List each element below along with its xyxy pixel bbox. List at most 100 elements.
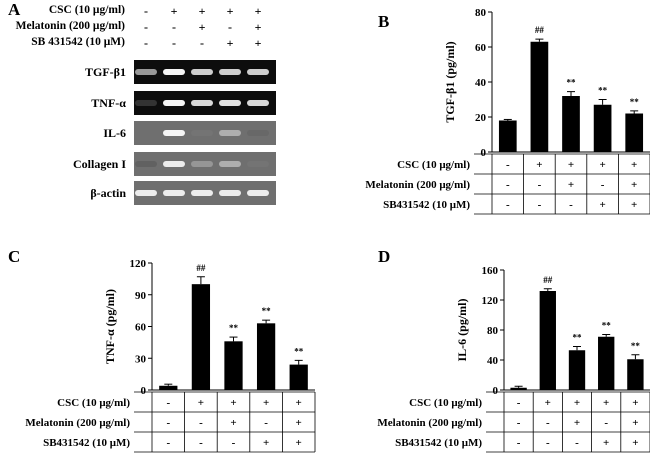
significance-label: ** xyxy=(630,97,640,107)
condition-sign: - xyxy=(538,179,542,191)
gel-row-label: TGF-β1 xyxy=(85,65,126,79)
condition-label: CSC (10 μg/ml) xyxy=(397,159,470,171)
gel-band xyxy=(191,130,213,136)
gel-condition-label: Melatonin (200 μg/ml) xyxy=(15,20,125,32)
y-axis-label: TGF-β1 (pg/ml) xyxy=(443,41,457,122)
condition-label: Melatonin (200 μg/ml) xyxy=(365,179,470,191)
gel-row-label: β-actin xyxy=(90,186,126,200)
condition-sign: - xyxy=(166,417,170,429)
gel-band xyxy=(247,69,269,75)
condition-sign: - xyxy=(538,199,542,211)
condition-sign: - xyxy=(506,199,510,211)
gel-band xyxy=(135,190,157,196)
significance-label: ** xyxy=(262,306,272,316)
gel-condition-sign: - xyxy=(228,20,232,34)
panel-letter-b: B xyxy=(378,12,389,31)
bar xyxy=(598,336,615,390)
condition-sign: + xyxy=(603,397,609,409)
gel-band xyxy=(163,100,185,106)
condition-sign: + xyxy=(263,397,269,409)
gel-condition-sign: + xyxy=(254,20,262,34)
gel-row-label: TNF-α xyxy=(91,96,126,110)
gel-band xyxy=(163,130,185,136)
condition-sign: + xyxy=(230,397,236,409)
bar xyxy=(562,96,580,152)
condition-sign: - xyxy=(604,417,608,429)
condition-sign: + xyxy=(574,417,580,429)
condition-sign: + xyxy=(599,199,605,211)
significance-label: ## xyxy=(543,275,553,285)
gel-condition-sign: - xyxy=(200,36,204,50)
condition-sign: + xyxy=(263,437,269,449)
significance-label: ** xyxy=(573,333,583,343)
gel-strip xyxy=(134,60,276,84)
gel-condition-label: CSC (10 μg/ml) xyxy=(48,4,125,16)
condition-sign: + xyxy=(632,397,638,409)
gel-condition-sign: - xyxy=(144,20,148,34)
gel-row-label: Collagen I xyxy=(72,157,126,171)
gel-condition-sign: + xyxy=(198,4,206,18)
gel-condition-sign: - xyxy=(172,36,176,50)
condition-sign: - xyxy=(166,397,170,409)
bar xyxy=(568,350,586,390)
y-tick-label: 40 xyxy=(475,77,487,89)
gel-row-label: IL-6 xyxy=(103,126,126,140)
condition-sign: - xyxy=(232,437,236,449)
condition-sign: - xyxy=(166,437,170,449)
gel-band xyxy=(163,69,185,75)
condition-sign: + xyxy=(631,199,637,211)
y-tick-label: 120 xyxy=(130,258,147,270)
condition-sign: + xyxy=(568,159,574,171)
gel-condition-sign: - xyxy=(172,20,176,34)
condition-label: Melatonin (200 μg/ml) xyxy=(377,417,482,429)
y-tick-label: 60 xyxy=(475,42,487,54)
condition-sign: - xyxy=(546,417,550,429)
y-tick-label: 0 xyxy=(141,385,147,397)
condition-label: CSC (10 μg/ml) xyxy=(409,397,482,409)
gel-condition-sign: + xyxy=(170,4,178,18)
gel-band xyxy=(135,161,157,167)
condition-label: Melatonin (200 μg/ml) xyxy=(25,417,130,429)
gel-band xyxy=(219,190,241,196)
significance-label: ** xyxy=(229,323,239,333)
condition-sign: - xyxy=(569,199,573,211)
gel-strip xyxy=(134,181,276,205)
bar xyxy=(510,387,527,390)
y-tick-label: 0 xyxy=(493,385,499,397)
panel-letter-a: A xyxy=(8,0,21,19)
condition-sign: - xyxy=(199,437,203,449)
y-tick-label: 80 xyxy=(475,7,487,19)
condition-sign: - xyxy=(575,437,579,449)
significance-label: ** xyxy=(598,86,608,96)
condition-sign: + xyxy=(568,179,574,191)
bar xyxy=(627,359,644,390)
gel-condition-sign: - xyxy=(144,4,148,18)
condition-sign: + xyxy=(296,397,302,409)
bar xyxy=(256,323,276,390)
condition-sign: - xyxy=(517,397,521,409)
y-tick-label: 160 xyxy=(482,265,499,277)
gel-band xyxy=(191,69,213,75)
condition-label: SB431542 (10 μM) xyxy=(383,199,470,211)
condition-label: CSC (10 μg/ml) xyxy=(57,397,130,409)
gel-band xyxy=(247,190,269,196)
gel-strip xyxy=(134,91,276,115)
gel-band xyxy=(191,100,213,106)
gel-condition-sign: + xyxy=(226,4,234,18)
panel-letter-d: D xyxy=(378,247,390,266)
condition-sign: - xyxy=(506,179,510,191)
y-tick-label: 120 xyxy=(482,295,499,307)
gel-band xyxy=(219,161,241,167)
gel-band xyxy=(135,69,157,75)
y-axis-label: TNF-α (pg/ml) xyxy=(103,289,117,364)
y-tick-label: 20 xyxy=(475,112,487,124)
condition-sign: + xyxy=(631,159,637,171)
significance-label: ** xyxy=(631,341,641,351)
bar xyxy=(593,104,612,152)
gel-band xyxy=(219,100,241,106)
condition-sign: - xyxy=(601,179,605,191)
bar xyxy=(191,284,211,390)
bar xyxy=(498,120,517,152)
y-axis-label: IL-6 (pg/ml) xyxy=(455,298,469,361)
